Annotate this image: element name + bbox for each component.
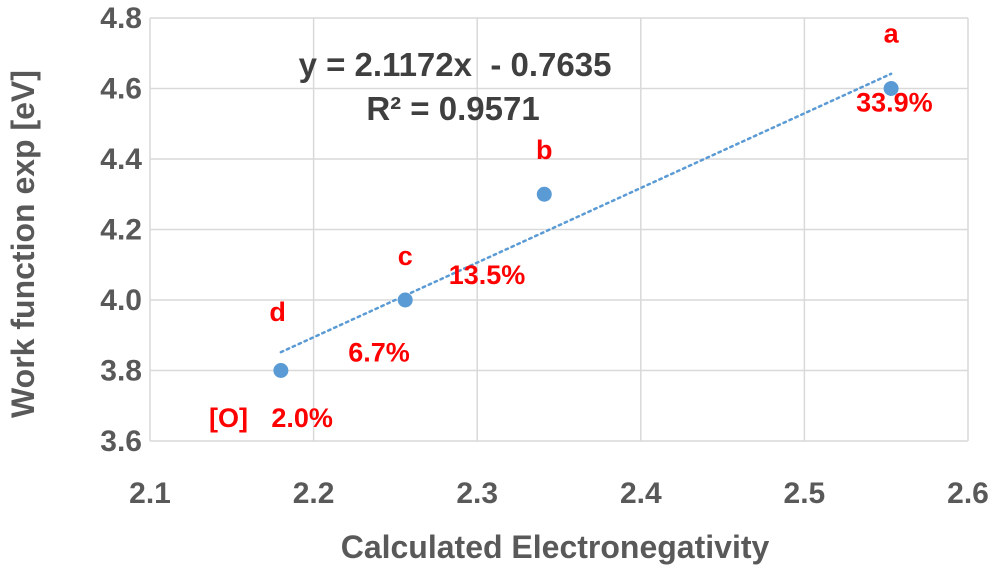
- annotation-label: 2.0%: [271, 403, 333, 433]
- y-tick-label: 4.0: [100, 284, 142, 317]
- x-tick-label: 2.4: [620, 477, 662, 510]
- x-tick-label: 2.1: [129, 477, 171, 510]
- annotation-label: 13.5%: [449, 260, 526, 290]
- y-tick-label: 4.2: [100, 214, 142, 247]
- annotation-label: b: [536, 135, 553, 165]
- annotation-label: a: [884, 19, 900, 49]
- annotation-label: c: [398, 241, 413, 271]
- x-axis-label: Calculated Electronegativity: [341, 529, 770, 565]
- annotation-label: 6.7%: [348, 338, 410, 368]
- annotations: a 33.9% b 13.5% c 6.7% d [O] 2.0%: [209, 19, 933, 433]
- data-point: [883, 81, 899, 96]
- y-tick-label: 4.8: [100, 2, 142, 35]
- data-point: [397, 292, 413, 308]
- y-tick-label: 4.6: [100, 73, 142, 106]
- y-tick-label: 3.6: [100, 425, 142, 458]
- annotation-label: [O]: [209, 403, 248, 433]
- annotation-label: d: [269, 297, 286, 327]
- gridlines: [149, 17, 969, 442]
- trendline-equation: y = 2.1172x - 0.7635: [299, 46, 612, 83]
- x-tick-label: 2.5: [784, 477, 826, 510]
- data-point: [273, 363, 289, 378]
- y-tick-label: 4.4: [100, 143, 142, 176]
- y-axis-label: Work function exp [eV]: [5, 70, 41, 418]
- data-points: [273, 81, 899, 378]
- x-axis-ticks: 2.1 2.2 2.3 2.4 2.5 2.6: [129, 477, 989, 510]
- r-squared-label: R² = 0.9571: [366, 90, 539, 127]
- x-tick-label: 2.2: [293, 477, 335, 510]
- x-tick-label: 2.6: [947, 477, 989, 510]
- annotation-label: 33.9%: [856, 87, 933, 117]
- data-point: [536, 186, 552, 202]
- y-axis-ticks: 3.6 3.8 4.0 4.2 4.4 4.6 4.8: [100, 2, 142, 458]
- trendline: [279, 72, 893, 354]
- y-tick-label: 3.8: [100, 355, 142, 388]
- x-tick-label: 2.3: [456, 477, 498, 510]
